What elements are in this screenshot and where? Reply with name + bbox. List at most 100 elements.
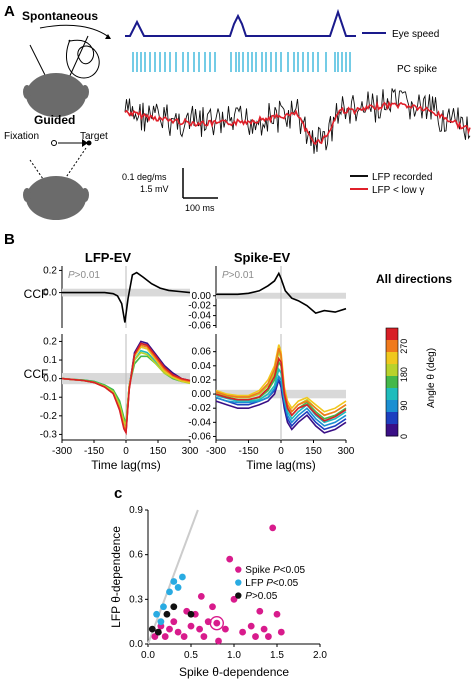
y-tick-label: 0.00 <box>192 291 212 302</box>
scatter-point <box>277 628 285 636</box>
y-tick-label: 0.00 <box>192 389 212 400</box>
legend-eye-speed: Eye speed <box>392 29 439 40</box>
y-tick-label: -0.04 <box>188 311 211 322</box>
y-tick-label: 0.02 <box>192 375 212 386</box>
x-axis-label: Spike θ-dependence <box>179 665 289 679</box>
lfp-low-trace <box>124 100 471 145</box>
scatter-point <box>200 633 208 640</box>
colorbar-segment <box>386 364 398 377</box>
scatter-point <box>163 610 171 618</box>
x-tick-label: -150 <box>84 446 104 457</box>
x-tick-label: 0.5 <box>184 650 198 661</box>
scatter-point <box>187 622 195 630</box>
colorbar-segment <box>386 424 398 437</box>
colorbar-tick-label: 90 <box>399 401 409 411</box>
scatter-point <box>215 637 222 645</box>
scatter-point <box>166 588 173 596</box>
x-tick-label: -150 <box>238 446 258 457</box>
spontaneous-head-icon <box>23 24 111 117</box>
scatter-point <box>160 603 167 611</box>
y-axis-label: LFP θ-dependence <box>109 526 123 628</box>
x-axis-label: Time lag(ms) <box>246 458 316 472</box>
x-tick-label: 150 <box>150 446 167 457</box>
legend-label: P>0.05 <box>245 591 277 602</box>
scatter-point <box>213 619 221 627</box>
target-label: Target <box>80 131 108 142</box>
scale-voltage-label: 1.5 mV <box>140 184 169 194</box>
y-tick-label: 0.0 <box>43 288 57 299</box>
y-tick-label: 0.2 <box>43 265 57 276</box>
y-tick-label: 0.6 <box>129 550 143 561</box>
scatter-point <box>230 595 238 603</box>
x-tick-label: 150 <box>305 446 322 457</box>
colorbar-tick-label: 0 <box>399 434 409 439</box>
legend-lfp-low: LFP < low γ <box>372 185 424 196</box>
scatter-point <box>222 625 229 633</box>
scale-time-label: 100 ms <box>185 203 215 213</box>
colorbar-segment <box>386 376 398 389</box>
scatter-point <box>226 555 234 563</box>
chart-b-top-right: 0.00-0.02-0.04-0.06 P>0.01 <box>188 266 347 332</box>
series-line <box>215 356 347 422</box>
y-axis-label: CCF <box>24 287 49 301</box>
y-tick-label: -0.3 <box>40 429 58 440</box>
y-tick-label: 0.1 <box>43 355 57 366</box>
scatter-point <box>161 633 169 640</box>
scatter-point <box>148 625 156 633</box>
series-line <box>62 271 191 323</box>
x-tick-label: -300 <box>52 446 72 457</box>
p-threshold-label: P>0.01 <box>68 270 100 281</box>
legend-lfp-recorded: LFP recorded <box>372 172 432 183</box>
x-tick-label: 0 <box>123 446 129 457</box>
scatter-point <box>180 633 188 640</box>
scatter-point <box>256 607 264 615</box>
scatter-point <box>157 618 165 626</box>
x-tick-label: -300 <box>206 446 226 457</box>
y-axis-label: CCF <box>24 367 49 381</box>
scatter-point <box>239 628 247 636</box>
colorbar-segment <box>386 340 398 353</box>
title-lfp-ev: LFP-EV <box>85 250 132 265</box>
colorbar-segment <box>386 328 398 341</box>
chart-b-bottom-right: 0.06 0.04 0.02 0.00 -0.02 -0.04 -0.06 -300 -150 0… <box>188 334 355 472</box>
y-tick-label: 0.0 <box>43 374 57 385</box>
scatter-point <box>187 610 195 618</box>
scatter-point <box>170 618 178 626</box>
x-tick-label: 300 <box>338 446 355 457</box>
series-line <box>216 271 347 314</box>
colorbar-segment <box>386 412 398 425</box>
legend-marker <box>235 592 242 599</box>
x-tick-label: 1.0 <box>227 650 241 661</box>
y-tick-label: 0.2 <box>43 336 57 347</box>
colorbar-segment <box>386 400 398 413</box>
colorbar: 0 90 180 270 <box>385 327 409 439</box>
y-tick-label: -0.1 <box>40 392 58 403</box>
panel-label-b: B <box>4 231 15 248</box>
y-tick-label: -0.02 <box>188 301 211 312</box>
panel-label-c: c <box>114 485 122 502</box>
chart-b-bottom-left: 0.2 0.1 0.0 -0.1 -0.2 -0.3 -300 -150 0 150 300 CCF T… <box>24 334 199 472</box>
scatter-point <box>170 603 178 611</box>
scatter-point <box>170 578 178 585</box>
y-tick-label: 0.3 <box>129 594 143 605</box>
scatter-point <box>252 633 259 640</box>
colorbar-segment <box>386 352 398 365</box>
lfp-recorded-trace <box>124 88 471 154</box>
colorbar-tick-label: 270 <box>399 339 409 354</box>
p-threshold-label: P>0.01 <box>222 270 254 281</box>
scatter-point <box>196 625 204 633</box>
fixation-label: Fixation <box>4 131 39 142</box>
scatter-point <box>174 584 182 591</box>
y-tick-label: -0.06 <box>188 431 211 442</box>
scatter-point <box>197 592 205 600</box>
legend-marker <box>235 566 242 573</box>
y-tick-label: -0.04 <box>188 417 211 428</box>
chart-c-scatter: 0.0 0.3 0.6 0.9 0.0 0.5 1.0 1.5 2.0 Spike θ-depen… <box>109 505 327 679</box>
eye-speed-trace <box>125 8 356 37</box>
legend-marker <box>235 579 242 586</box>
x-tick-label: 0.0 <box>141 650 155 661</box>
guided-head-icon <box>23 139 92 220</box>
legend-label: Spike P<0.05 <box>245 565 305 576</box>
